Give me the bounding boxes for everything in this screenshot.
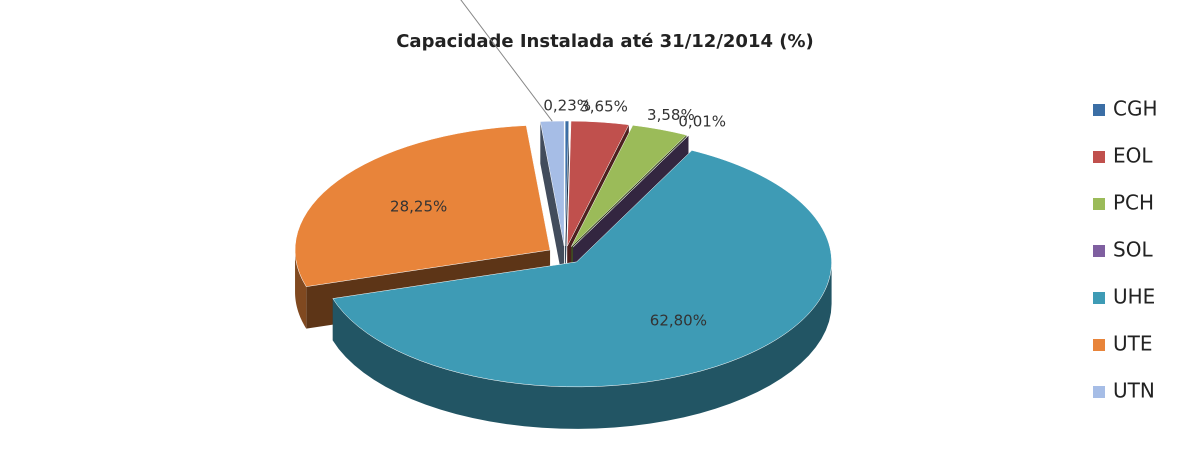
legend-swatch bbox=[1093, 339, 1105, 351]
slice bbox=[332, 150, 832, 429]
chart-title: Capacidade Instalada até 31/12/2014 (%) bbox=[396, 31, 814, 52]
legend-swatch bbox=[1093, 386, 1105, 398]
slice-top bbox=[294, 125, 551, 287]
slice bbox=[564, 120, 570, 289]
slice bbox=[540, 120, 565, 289]
slice-top bbox=[564, 120, 570, 247]
legend-label: EOL bbox=[1113, 144, 1153, 168]
legend-swatch bbox=[1093, 292, 1105, 304]
data-label: 3,65% bbox=[580, 98, 628, 116]
slice-top bbox=[571, 124, 687, 247]
legend-swatch bbox=[1093, 104, 1105, 116]
legend-swatch bbox=[1093, 198, 1105, 210]
slice-top bbox=[332, 150, 832, 388]
legend-label: UHE bbox=[1113, 285, 1155, 309]
data-label: 28,25% bbox=[390, 197, 447, 215]
slice-top bbox=[567, 120, 630, 247]
legend-label: UTE bbox=[1113, 332, 1153, 356]
slice-side bbox=[332, 261, 832, 429]
slice-wall bbox=[565, 121, 569, 289]
data-label: 0,23% bbox=[543, 97, 591, 115]
legend-label: PCH bbox=[1113, 191, 1154, 215]
slice-wall bbox=[540, 121, 565, 289]
leader-line bbox=[460, 0, 553, 122]
slice-top bbox=[540, 120, 565, 247]
legend-swatch bbox=[1093, 151, 1105, 163]
data-label: 62,80% bbox=[650, 312, 707, 330]
legend-swatch bbox=[1093, 245, 1105, 257]
legend-label: CGH bbox=[1113, 97, 1158, 121]
slice-top bbox=[572, 135, 689, 248]
legend-label: UTN bbox=[1113, 379, 1155, 403]
data-label: 3,58% bbox=[647, 106, 695, 124]
legend-label: SOL bbox=[1113, 238, 1153, 262]
slice-side bbox=[295, 249, 307, 329]
data-label: 0,01% bbox=[678, 113, 726, 131]
